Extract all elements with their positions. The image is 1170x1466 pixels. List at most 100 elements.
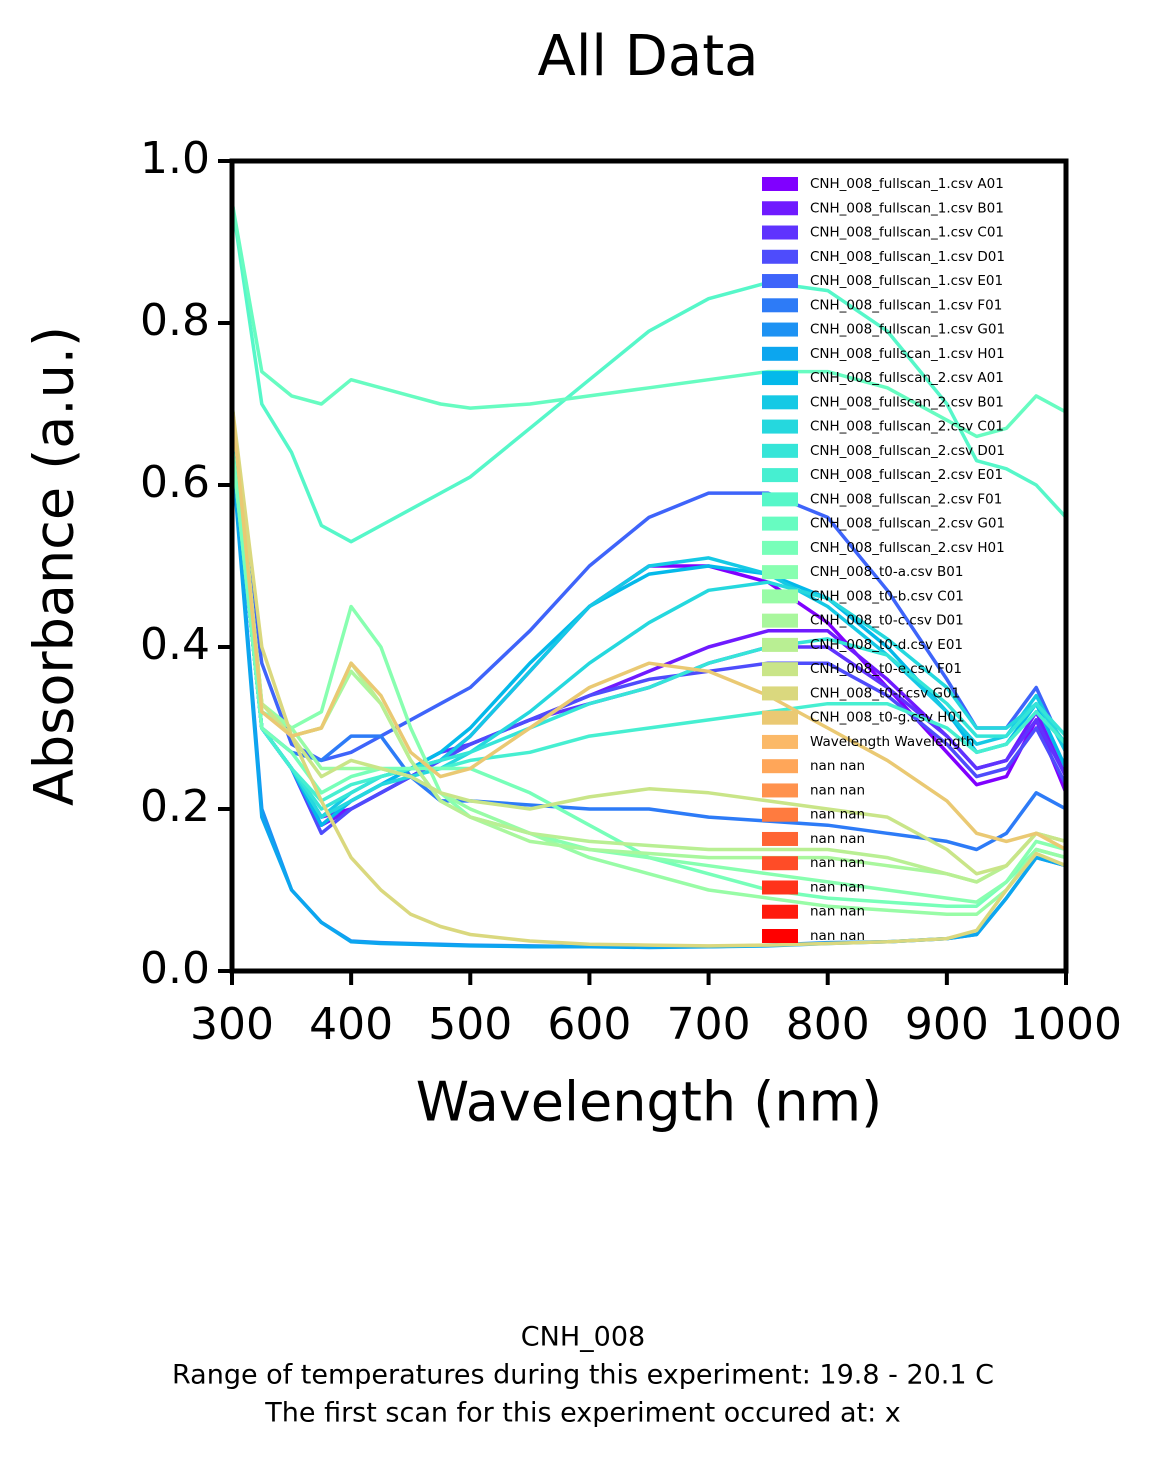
legend-label: CNH_008_fullscan_2.csv D01	[810, 443, 1005, 459]
legend-label: CNH_008_fullscan_1.csv D01	[810, 249, 1005, 265]
legend-swatch	[762, 589, 798, 604]
x-tick-label: 400	[309, 999, 393, 1050]
legend-swatch	[762, 565, 798, 580]
legend-swatch	[762, 904, 798, 919]
x-tick-label: 600	[547, 999, 631, 1050]
legend-swatch	[762, 201, 798, 216]
data-line	[232, 444, 1066, 852]
caption-line: The first scan for this experiment occur…	[264, 1398, 900, 1429]
legend-label: Wavelength Wavelength	[810, 734, 974, 750]
legend-swatch	[762, 419, 798, 434]
data-line	[232, 444, 1066, 836]
legend-label: CNH_008_fullscan_1.csv A01	[810, 176, 1004, 192]
legend-label: CNH_008_fullscan_1.csv C01	[810, 225, 1004, 241]
legend-label: CNH_008_fullscan_1.csv F01	[810, 297, 1002, 313]
plot-lines	[232, 201, 1066, 950]
data-line	[232, 403, 1066, 917]
legend-label: CNH_008_t0-b.csv C01	[810, 588, 964, 604]
legend-label: CNH_008_t0-a.csv B01	[810, 564, 963, 580]
data-line	[232, 444, 1066, 811]
legend-label: CNH_008_fullscan_1.csv G01	[810, 322, 1005, 338]
x-axis-label: Wavelength (nm)	[416, 1071, 882, 1134]
legend-swatch	[762, 274, 798, 289]
legend-swatch	[762, 395, 798, 410]
legend-swatch	[762, 322, 798, 337]
legend-swatch	[762, 807, 798, 822]
legend-label: nan nan	[810, 807, 865, 823]
y-tick-label: 0.6	[140, 457, 210, 508]
y-axis-label: Absorbance (a.u.)	[23, 326, 86, 806]
legend-label: CNH_008_t0-f.csv G01	[810, 685, 960, 701]
legend-label: CNH_008_fullscan_2.csv H01	[810, 540, 1005, 556]
data-line	[232, 201, 1066, 439]
axes: 300 400 500 600 700 800 900 1000 0.0 0.2 0.4 0.6 0.8…	[140, 133, 1122, 1050]
legend-label: CNH_008_t0-c.csv D01	[810, 613, 964, 629]
legend-swatch	[762, 540, 798, 555]
legend-label: nan nan	[810, 904, 865, 920]
legend-label: CNH_008_fullscan_1.csv B01	[810, 200, 1004, 216]
y-tick-label: 1.0	[140, 133, 210, 184]
legend-swatch	[762, 929, 798, 943]
data-line	[232, 444, 1066, 803]
legend-swatch	[762, 759, 798, 774]
legend-swatch	[762, 225, 798, 240]
legend-label: nan nan	[810, 928, 865, 944]
data-line	[232, 452, 1066, 950]
chart-title: All Data	[538, 24, 759, 89]
legend-label: CNH_008_fullscan_2.csv C01	[810, 419, 1004, 435]
legend-label: CNH_008_t0-g.csv H01	[810, 710, 965, 726]
legend-swatch	[762, 831, 798, 846]
legend-swatch	[762, 686, 798, 701]
data-line	[232, 444, 1066, 819]
legend-label: CNH_008_fullscan_1.csv H01	[810, 346, 1005, 362]
legend-swatch	[762, 613, 798, 628]
data-line	[232, 403, 1066, 948]
y-tick-label: 0.8	[140, 295, 210, 346]
caption-line: Range of temperatures during this experi…	[172, 1360, 994, 1391]
data-line	[232, 403, 1066, 852]
x-tick-label: 900	[905, 999, 989, 1050]
legend-swatch	[762, 249, 798, 264]
y-tick-label: 0.0	[140, 943, 210, 994]
legend-swatch	[762, 734, 798, 749]
legend-swatch	[762, 880, 798, 895]
y-tick-label: 0.2	[140, 781, 210, 832]
legend-label: CNH_008_t0-d.csv E01	[810, 637, 963, 653]
legend-label: CNH_008_fullscan_2.csv F01	[810, 491, 1002, 507]
caption: CNH_008 Range of temperatures during this…	[172, 1322, 994, 1429]
caption-line: CNH_008	[521, 1322, 645, 1353]
x-tick-label: 700	[667, 999, 751, 1050]
legend-swatch	[762, 783, 798, 798]
data-line	[232, 403, 1066, 876]
legend-swatch	[762, 492, 798, 507]
x-tick-label: 800	[786, 999, 870, 1050]
legend-swatch	[762, 177, 798, 191]
legend-swatch	[762, 346, 798, 361]
legend-label: nan nan	[810, 758, 865, 774]
plot-frame	[229, 158, 1069, 974]
legend: CNH_008_fullscan_1.csv A01 CNH_008_fullsc…	[762, 176, 1005, 944]
legend-label: CNH_008_fullscan_1.csv E01	[810, 273, 1003, 289]
legend-swatch	[762, 710, 798, 725]
legend-label: nan nan	[810, 879, 865, 895]
legend-label: nan nan	[810, 831, 865, 847]
legend-swatch	[762, 637, 798, 652]
data-line	[232, 201, 1066, 544]
legend-label: nan nan	[810, 855, 865, 871]
legend-swatch	[762, 468, 798, 483]
legend-label: CNH_008_fullscan_2.csv A01	[810, 370, 1004, 386]
x-tick-label: 500	[428, 999, 512, 1050]
y-tick-label: 0.4	[140, 619, 210, 670]
legend-swatch	[762, 298, 798, 313]
legend-swatch	[762, 662, 798, 677]
legend-swatch	[762, 856, 798, 871]
legend-label: CNH_008_fullscan_2.csv B01	[810, 394, 1004, 410]
data-line	[232, 444, 1066, 908]
legend-swatch	[762, 371, 798, 386]
x-tick-label: 1000	[1010, 999, 1122, 1050]
legend-label: nan nan	[810, 782, 865, 798]
legend-label: CNH_008_fullscan_2.csv G01	[810, 516, 1005, 532]
x-tick-label: 300	[190, 999, 274, 1050]
legend-label: CNH_008_t0-e.csv F01	[810, 661, 962, 677]
